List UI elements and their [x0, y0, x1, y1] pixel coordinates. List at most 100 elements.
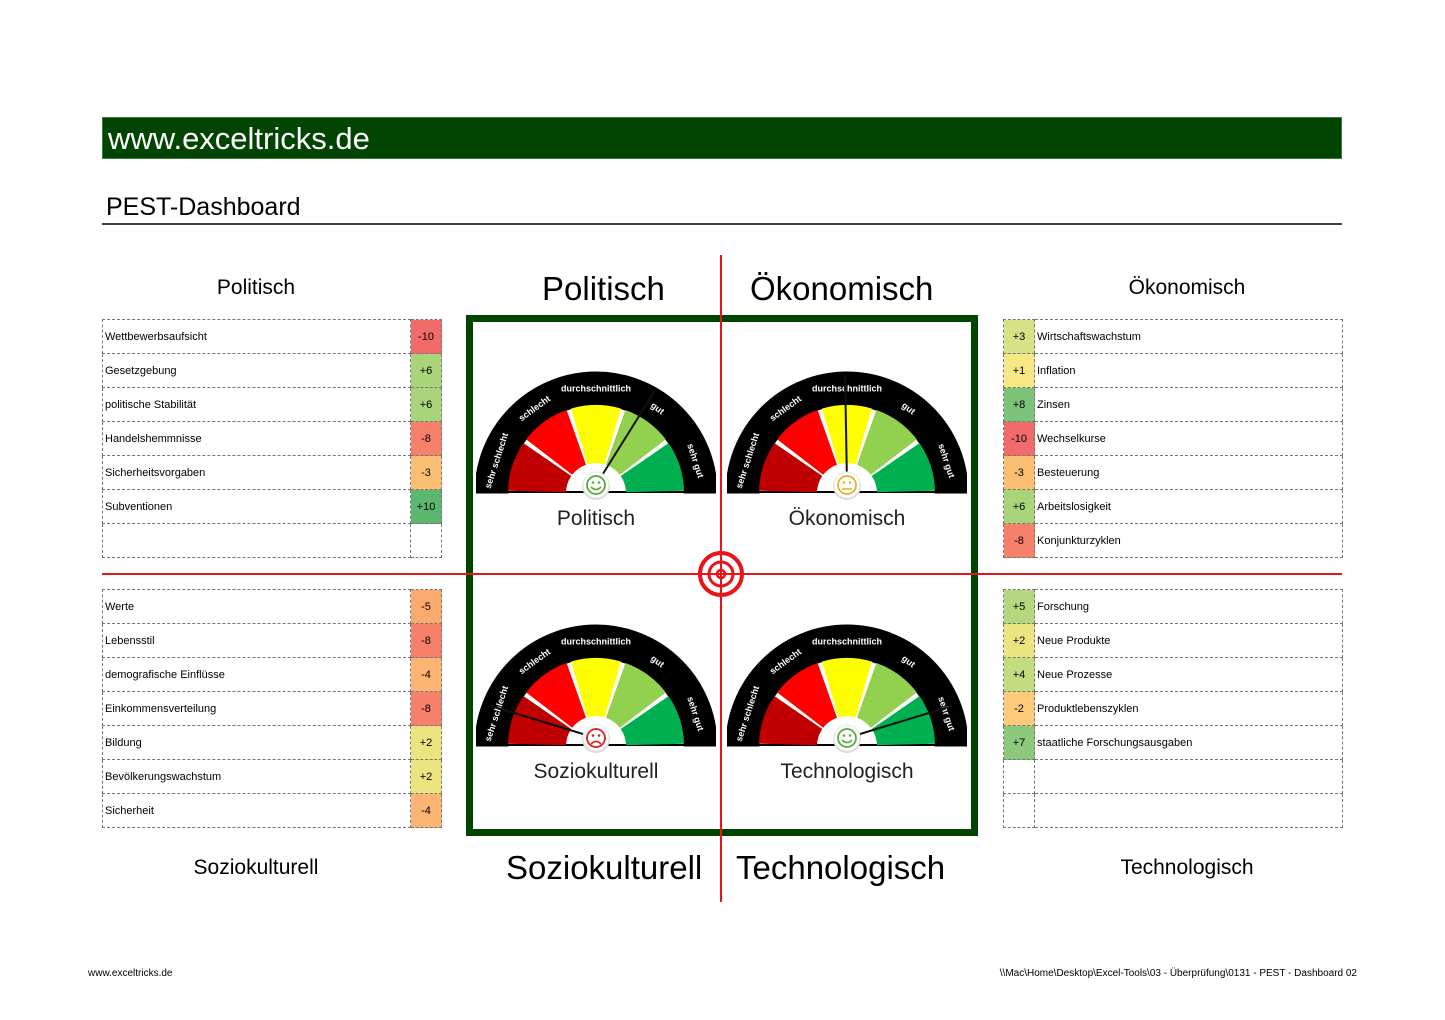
factor-score [1003, 759, 1035, 794]
footer-path: \\Mac\Home\Desktop\Excel-Tools\03 - Über… [999, 968, 1357, 979]
table-row: +4 Neue Prozesse [1003, 657, 1343, 692]
gauge-needle [846, 704, 953, 739]
factor-score: +2 [410, 725, 442, 760]
factor-label: Werte [102, 589, 411, 624]
gauge-segment [606, 663, 666, 728]
crosshair-target-icon [698, 551, 744, 597]
gauge-segment [871, 443, 935, 493]
gauge-segment [526, 410, 586, 475]
factor-score: -3 [410, 455, 442, 490]
table-row [1003, 759, 1343, 794]
factor-score: +8 [1003, 387, 1035, 422]
table-row: Gesetzgebung +6 [102, 353, 442, 388]
factor-label: Arbeitslosigkeit [1034, 489, 1343, 524]
quadrant-label-politisch: Politisch [542, 270, 665, 307]
gauge-soziokulturell: sehr schlecht schlecht durchschnittlich gut… [474, 616, 718, 791]
gauge-segment [606, 410, 666, 475]
table-row: Sicherheit -4 [102, 793, 442, 828]
table-row: -8 Konjunkturzyklen [1003, 523, 1343, 558]
table-row: +7 staatliche Forschungsausgaben [1003, 725, 1343, 760]
table-technologisch: +5 Forschung +2 Neue Produkte +4 Neue Prozess… [1003, 589, 1343, 828]
table-row [1003, 793, 1343, 828]
gauge-scale-label: durchschnittlich [812, 636, 882, 646]
dashboard-frame [466, 315, 978, 836]
factor-score: -8 [410, 623, 442, 658]
label-oekonomisch: Ökonomisch [1128, 276, 1246, 299]
factor-score [410, 523, 442, 558]
quadrant-label-technologisch: Technologisch [736, 849, 946, 886]
table-row: Sicherheitsvorgaben -3 [102, 455, 442, 490]
factor-score: +6 [410, 353, 442, 388]
gauge-segment [759, 443, 823, 493]
gauge-technologisch: sehr schlecht schlecht durchschnittlich gut… [725, 616, 969, 791]
table-row: Werte -5 [102, 589, 442, 624]
gauge-oekonomisch: sehr schlecht schlecht durchschnittlich gut… [725, 363, 969, 538]
banner-text: www.exceltricks.de [108, 121, 370, 156]
table-row: +1 Inflation [1003, 353, 1343, 388]
factor-score: -10 [1003, 421, 1035, 456]
factor-score: +6 [410, 387, 442, 422]
factor-label: demografische Einflüsse [102, 657, 411, 692]
gauge-needle [490, 704, 597, 739]
factor-label: Neue Prozesse [1034, 657, 1343, 692]
factor-label: Neue Produkte [1034, 623, 1343, 658]
table-row: Einkommensverteilung -8 [102, 691, 442, 726]
factor-label: Inflation [1034, 353, 1343, 388]
table-row: +5 Forschung [1003, 589, 1343, 624]
gauge-segment [526, 663, 586, 728]
table-soziokulturell: Werte -5 Lebensstil -8 demografische Einflüs… [102, 589, 442, 828]
factor-label: Sicherheit [102, 793, 411, 828]
factor-label: Besteuerung [1034, 455, 1343, 490]
gauge-scale-label: durchschnittlich [812, 383, 882, 393]
gauge-segment [857, 410, 917, 475]
table-row: Bevölkerungswachstum +2 [102, 759, 442, 794]
table-politisch: Wettbewerbsaufsicht -10 Gesetzgebung +6 poli… [102, 319, 442, 558]
factor-score: +3 [1003, 319, 1035, 354]
factor-score: -5 [410, 589, 442, 624]
label-soziokulturell: Soziokulturell [193, 856, 319, 879]
factor-label [1034, 759, 1343, 794]
table-row: +6 Arbeitslosigkeit [1003, 489, 1343, 524]
gauge-segment [777, 663, 837, 728]
gauge-dial: sehr schlechtschlechtdurchschnittlichgut… [474, 371, 718, 500]
factor-label: Forschung [1034, 589, 1343, 624]
table-row: -10 Wechselkurse [1003, 421, 1343, 456]
quadrant-label-oekonomisch: Ökonomisch [750, 270, 934, 307]
factor-label: Lebensstil [102, 623, 411, 658]
table-row: Subventionen +10 [102, 489, 442, 524]
factor-label: Bevölkerungswachstum [102, 759, 411, 794]
factor-score: -3 [1003, 455, 1035, 490]
gauge-needle [844, 374, 848, 486]
table-row: politische Stabilität +6 [102, 387, 442, 422]
gauge-politisch: sehr schlecht schlecht durchschnittlich gut… [474, 363, 718, 538]
gauge-segment [857, 663, 917, 728]
gauge-segment [759, 696, 823, 746]
factor-label: Sicherheitsvorgaben [102, 455, 411, 490]
gauge-title: Soziokulturell [533, 760, 659, 783]
table-row: demografische Einflüsse -4 [102, 657, 442, 692]
table-row: Handelshemmnisse -8 [102, 421, 442, 456]
gauge-segment [777, 410, 837, 475]
table-row: +2 Neue Produkte [1003, 623, 1343, 658]
factor-score: +2 [410, 759, 442, 794]
factor-label: Handelshemmnisse [102, 421, 411, 456]
factor-label: Wettbewerbsaufsicht [102, 319, 411, 354]
factor-label: Bildung [102, 725, 411, 760]
factor-score: -4 [410, 657, 442, 692]
gauge-segment [822, 658, 872, 718]
factor-label: Konjunkturzyklen [1034, 523, 1343, 558]
factor-label: Produktlebenszyklen [1034, 691, 1343, 726]
gauge-title: Technologisch [780, 760, 914, 783]
gauge-dial: sehr schlechtschlechtdurchschnittlichgut… [474, 624, 718, 753]
gauge-segment [620, 443, 684, 493]
label-politisch: Politisch [216, 276, 296, 299]
gauge-segment [620, 696, 684, 746]
factor-label [1034, 793, 1343, 828]
table-row: Bildung +2 [102, 725, 442, 760]
factor-score: -4 [410, 793, 442, 828]
factor-score: +6 [1003, 489, 1035, 524]
factor-score: +1 [1003, 353, 1035, 388]
factor-label: Zinsen [1034, 387, 1343, 422]
gauge-scale-label: durchschnittlich [561, 383, 631, 393]
factor-score: -8 [410, 691, 442, 726]
